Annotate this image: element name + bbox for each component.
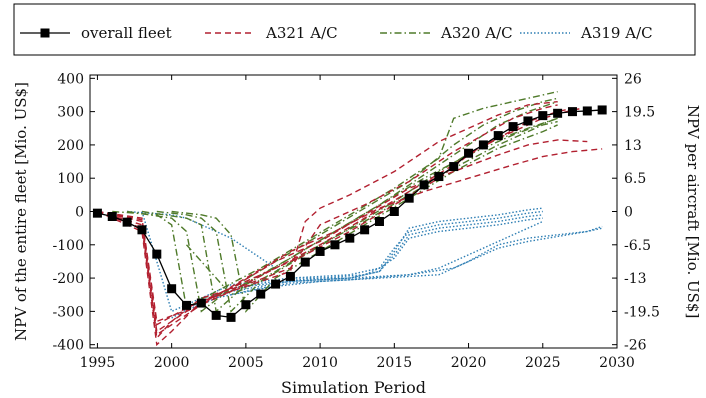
- fleet-marker: [122, 217, 132, 227]
- x-tick-label: 2000: [154, 355, 190, 371]
- y-tick-label-left: -300: [53, 304, 84, 320]
- fleet-marker: [553, 108, 563, 118]
- plot-frame: [89, 74, 618, 349]
- series-a321-line: [97, 104, 558, 340]
- x-tick-label: 1995: [80, 355, 116, 371]
- y-tick-label-right: 6.5: [624, 171, 646, 187]
- series-a320-line: [127, 97, 558, 313]
- y-tick-label-left: -200: [53, 271, 84, 287]
- x-tick-label: 2015: [377, 355, 413, 371]
- fleet-marker: [226, 312, 236, 322]
- fleet-marker: [404, 193, 414, 203]
- fleet-marker: [196, 298, 206, 308]
- y-tick-label-left: -100: [53, 238, 84, 254]
- legend-label: A319 A/C: [580, 24, 653, 42]
- fleet-marker: [256, 289, 266, 299]
- fleet-marker: [315, 246, 325, 256]
- plot-area: [92, 90, 607, 347]
- fleet-marker: [449, 162, 459, 172]
- series-a320-line: [171, 124, 558, 313]
- legend-fleet-marker: [40, 28, 50, 38]
- fleet-marker: [211, 310, 221, 320]
- fleet-marker: [345, 233, 355, 243]
- legend-label: A321 A/C: [265, 24, 338, 42]
- series-a321-line: [97, 148, 603, 323]
- y-tick-label-right: 19.5: [624, 105, 655, 121]
- series-a321-line: [97, 107, 573, 336]
- y-tick-label-right: -13: [624, 271, 647, 287]
- x-tick-label: 2025: [525, 355, 561, 371]
- series-a320-line: [201, 117, 558, 299]
- fleet-marker: [464, 148, 474, 158]
- y-tick-label-right: 0: [624, 205, 633, 221]
- fleet-marker: [567, 107, 577, 117]
- y-tick-label-right: -26: [624, 338, 647, 354]
- fleet-marker: [300, 257, 310, 267]
- y-axis-label-left: NPV of the entire fleet [Mio. US$]: [12, 82, 30, 341]
- fleet-marker: [419, 180, 429, 190]
- axes: 1995 2000 2005 2010 2015 2020 2025 2030-400-300…: [53, 71, 660, 371]
- y-tick-label-left: 100: [57, 171, 84, 187]
- y-tick-label-left: 0: [75, 205, 84, 221]
- y-tick-label-right: 13: [624, 138, 642, 154]
- series-a319-line: [201, 220, 544, 306]
- x-tick-label: 2030: [599, 355, 635, 371]
- fleet-marker: [508, 122, 518, 132]
- fleet-marker: [360, 225, 370, 235]
- x-tick-label: 2005: [228, 355, 264, 371]
- series-a319-line: [230, 227, 603, 296]
- fleet-marker: [285, 271, 295, 281]
- fleet-marker: [493, 131, 503, 141]
- legend-box: [13, 3, 696, 56]
- fleet-marker: [389, 207, 399, 216]
- fleet-marker: [538, 111, 548, 121]
- fleet-marker: [582, 106, 592, 116]
- series-a321-line: [97, 100, 558, 347]
- fleet-marker: [137, 225, 147, 235]
- y-tick-label-right: -19.5: [624, 304, 660, 320]
- y-axis-label-right: NPV per aircraft [Mio. US$]: [684, 105, 702, 319]
- y-tick-label-left: 200: [57, 138, 84, 154]
- x-tick-label: 2020: [451, 355, 487, 371]
- fleet-marker: [271, 279, 281, 289]
- x-axis-label: Simulation Period: [281, 378, 426, 397]
- y-tick-label-right: -6.5: [624, 238, 651, 254]
- series-a321-line: [97, 106, 588, 333]
- series-a320-line: [112, 90, 558, 310]
- series-a320-line: [156, 117, 558, 313]
- fleet-marker: [181, 300, 191, 310]
- y-tick-label-left: 300: [57, 105, 84, 121]
- series-a319-line: [186, 217, 543, 312]
- fleet-marker: [152, 249, 162, 259]
- legend-label: overall fleet: [81, 24, 172, 42]
- y-tick-label-right: 26: [624, 71, 642, 87]
- fleet-marker: [597, 105, 607, 115]
- series-a319-line: [216, 225, 603, 299]
- y-tick-label-left: -400: [53, 338, 84, 354]
- fleet-marker: [107, 211, 117, 221]
- fleet-marker: [434, 172, 444, 182]
- fleet-marker: [478, 140, 488, 150]
- fleet-marker: [330, 240, 340, 250]
- fleet-marker: [92, 208, 102, 218]
- series-a321-line: [97, 139, 588, 326]
- fleet-marker: [374, 216, 384, 226]
- fleet-marker: [167, 284, 177, 294]
- fleet-marker: [241, 300, 251, 310]
- x-tick-label: 2010: [302, 355, 338, 371]
- legend-label: A320 A/C: [440, 24, 513, 42]
- legend: overall fleet A321 A/C A320 A/C A319 A/C: [13, 3, 696, 56]
- fleet-marker: [523, 116, 533, 126]
- y-tick-label-left: 400: [57, 71, 84, 87]
